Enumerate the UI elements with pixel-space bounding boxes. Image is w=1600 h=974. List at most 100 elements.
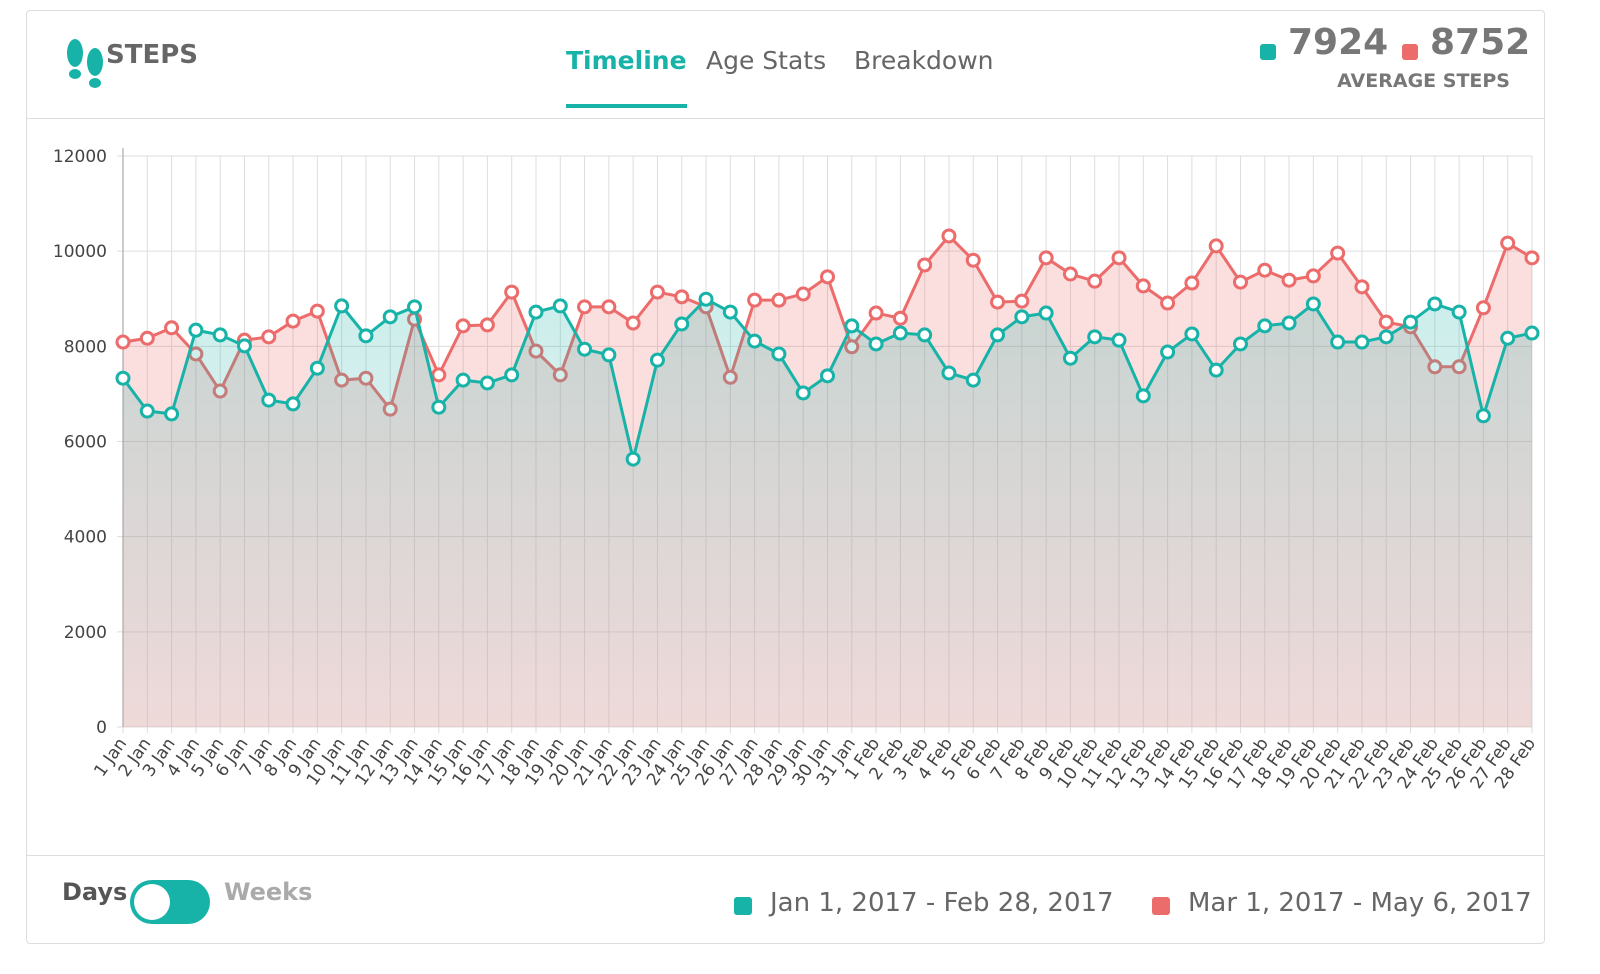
point (164, 320, 180, 336)
point (1184, 275, 1200, 291)
point (1475, 300, 1491, 316)
y-tick-label: 4000 (64, 528, 107, 548)
point (868, 336, 884, 352)
card (26, 10, 1545, 944)
tab[interactable]: Timeline (566, 46, 687, 75)
point (649, 352, 665, 368)
point (115, 334, 131, 350)
summary-swatch (1260, 44, 1276, 60)
point (844, 318, 860, 334)
point (1378, 329, 1394, 345)
point (577, 341, 593, 357)
point (795, 286, 811, 302)
point (1475, 408, 1491, 424)
point (1111, 332, 1127, 348)
point (382, 309, 398, 325)
summary-value: 8752 (1430, 22, 1531, 63)
legend-swatch (1152, 897, 1170, 915)
legend-label: Jan 1, 2017 - Feb 28, 2017 (770, 888, 1114, 918)
point (1257, 318, 1273, 334)
area-fill (123, 299, 1532, 727)
point (1305, 296, 1321, 312)
toggle-switch[interactable] (130, 880, 210, 924)
point (1184, 326, 1200, 342)
point (990, 327, 1006, 343)
point (261, 392, 277, 408)
point (309, 360, 325, 376)
point (431, 399, 447, 415)
point (1281, 272, 1297, 288)
point (1087, 329, 1103, 345)
point (747, 333, 763, 349)
point (990, 294, 1006, 310)
point (795, 385, 811, 401)
legend-label: Mar 1, 2017 - May 6, 2017 (1188, 888, 1532, 918)
point (1403, 314, 1419, 330)
point (212, 327, 228, 343)
point (1087, 273, 1103, 289)
point (892, 310, 908, 326)
point (479, 317, 495, 333)
y-tick-label: 8000 (64, 337, 107, 357)
legend-swatch (734, 897, 752, 915)
point (1160, 295, 1176, 311)
point (1305, 268, 1321, 284)
point (1038, 305, 1054, 321)
point (868, 305, 884, 321)
separator (27, 855, 1544, 856)
title: STEPS (106, 40, 199, 70)
point (917, 327, 933, 343)
point (1111, 250, 1127, 266)
point (892, 325, 908, 341)
y-tick-label: 2000 (64, 623, 107, 643)
point (577, 299, 593, 315)
toggle-label[interactable]: Days (62, 878, 128, 906)
point (1500, 330, 1516, 346)
point (261, 329, 277, 345)
point (1451, 304, 1467, 320)
point (358, 328, 374, 344)
point (722, 304, 738, 320)
point (698, 291, 714, 307)
tab[interactable]: Breakdown (854, 46, 994, 75)
point (965, 372, 981, 388)
point (1427, 296, 1443, 312)
point (1232, 274, 1248, 290)
point (407, 299, 423, 315)
point (504, 367, 520, 383)
point (164, 406, 180, 422)
active-tab-indicator (566, 104, 687, 108)
point (1062, 266, 1078, 282)
point (455, 318, 471, 334)
point (1062, 350, 1078, 366)
point (625, 315, 641, 331)
point (649, 284, 665, 300)
point (309, 303, 325, 319)
point (479, 375, 495, 391)
point (1354, 279, 1370, 295)
point (1014, 293, 1030, 309)
point (965, 252, 981, 268)
summary-value: 7924 (1288, 22, 1389, 63)
separator (27, 118, 1544, 119)
toggle-label[interactable]: Weeks (224, 878, 313, 906)
point (1208, 362, 1224, 378)
point (1014, 309, 1030, 325)
point (455, 372, 471, 388)
point (917, 257, 933, 273)
point (1135, 278, 1151, 294)
point (1330, 245, 1346, 261)
point (285, 396, 301, 412)
point (1208, 238, 1224, 254)
point (941, 365, 957, 381)
point (552, 298, 568, 314)
tab[interactable]: Age Stats (706, 46, 827, 75)
point (941, 228, 957, 244)
point (139, 403, 155, 419)
point (236, 338, 252, 354)
point (601, 299, 617, 315)
point (674, 289, 690, 305)
point (528, 304, 544, 320)
point (820, 368, 835, 384)
